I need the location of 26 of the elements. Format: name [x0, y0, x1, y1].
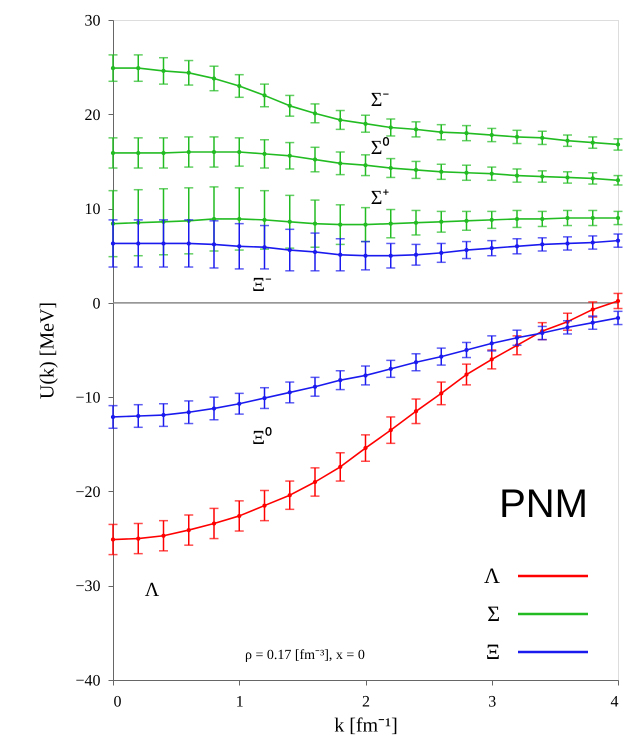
y-tick-label: 10 [84, 201, 100, 218]
annotation: Ξ⁰ [252, 426, 272, 449]
legend-label: Λ [484, 563, 500, 588]
annotation: Λ [144, 579, 160, 601]
y-tick-label: 30 [84, 12, 100, 30]
y-tick-label: 0 [92, 295, 100, 312]
y-tick-label: −20 [75, 484, 100, 501]
annotation: Σ⁺ [370, 187, 390, 209]
y-tick-label: −10 [75, 390, 100, 407]
annotation: Σ⁻ [370, 89, 390, 111]
x-tick-label: 3 [488, 694, 496, 710]
annotation: Σ⁰ [370, 136, 390, 159]
x-tick-label: 0 [114, 694, 122, 710]
y-tick-label: −30 [75, 578, 100, 596]
y-tick-label: −40 [75, 672, 100, 690]
x-tick-label: 1 [236, 694, 244, 710]
legend-label: Ξ [486, 639, 500, 664]
x-tick-label: 4 [610, 694, 618, 710]
annotation: PNM [499, 482, 588, 526]
annotation: ρ = 0.17 [fm⁻³], x = 0 [244, 648, 365, 663]
legend-label: Σ [487, 601, 500, 626]
annotation: Ξ⁻ [252, 274, 272, 296]
y-axis-title: U(k) [MeV] [36, 302, 58, 400]
x-tick-label: 2 [362, 694, 370, 710]
x-axis-title: k [fm⁻¹] [334, 714, 398, 736]
y-tick-label: 20 [84, 106, 100, 124]
